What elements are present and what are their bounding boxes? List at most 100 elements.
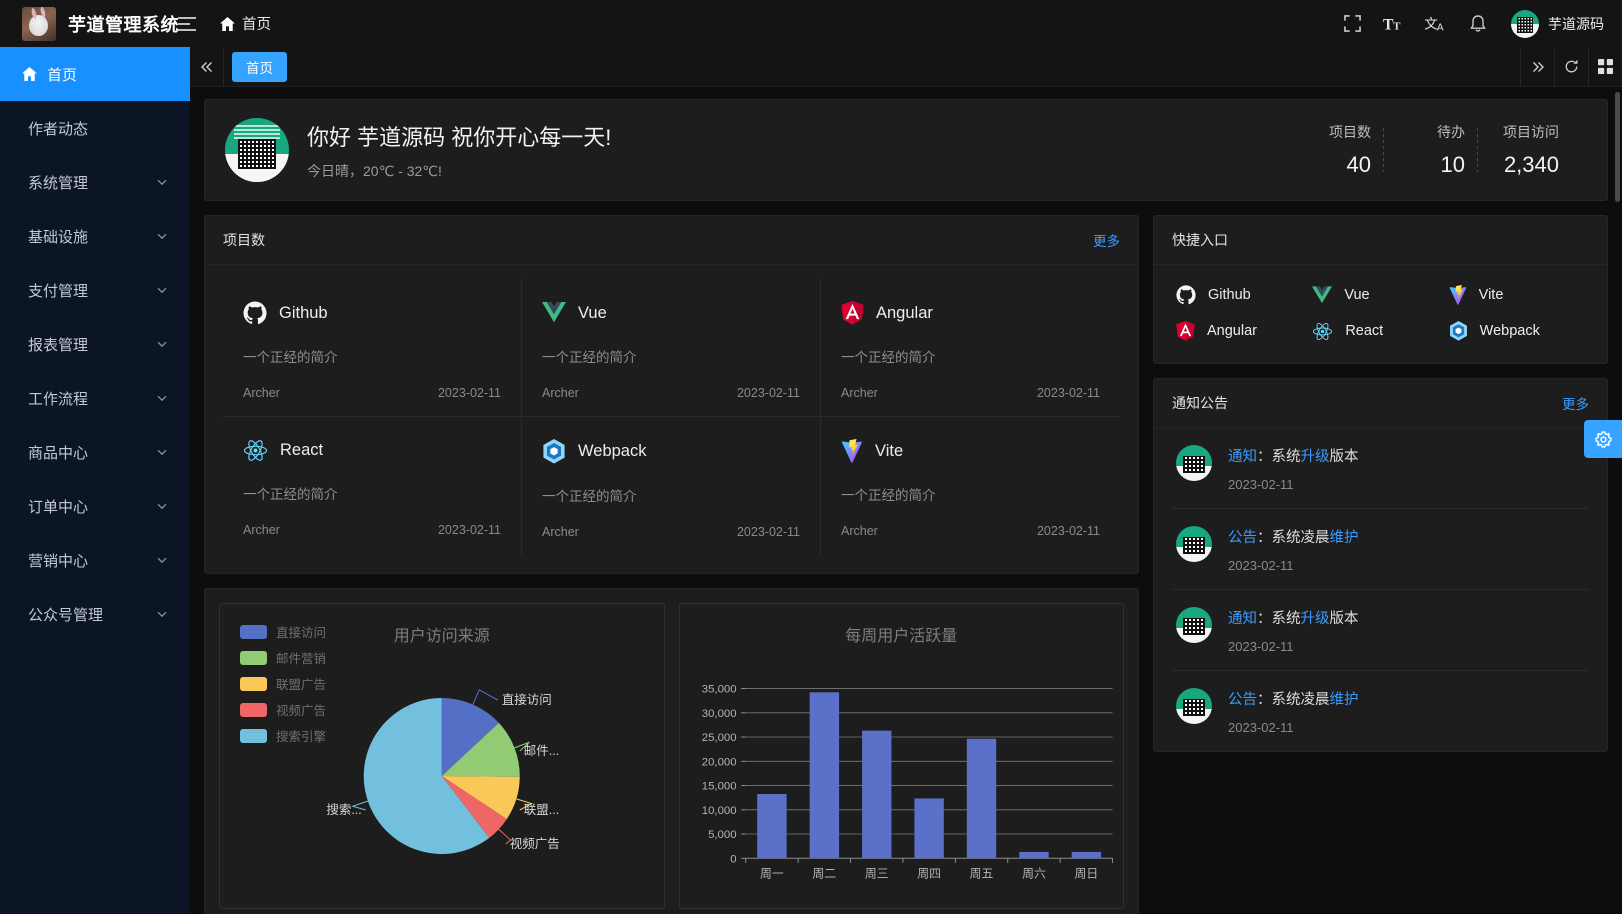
notice-item[interactable]: 公告：系统凌晨维护 2023-02-11 [1172, 509, 1589, 590]
pie-slice[interactable] [441, 776, 507, 838]
notice-text-a: 系统凌晨 [1271, 530, 1330, 546]
bar[interactable] [1018, 851, 1049, 859]
bar[interactable] [1071, 851, 1101, 859]
notice-item[interactable]: 公告：系统凌晨维护 2023-02-11 [1172, 671, 1589, 751]
weather-text: 今日晴，20℃ - 32℃! [307, 162, 442, 179]
gear-icon [1594, 430, 1612, 448]
sidebar-item-author-news[interactable]: 作者动态 [0, 101, 190, 155]
sidebar-item-product-center[interactable]: 商品中心 [0, 425, 190, 479]
github-icon [1176, 285, 1196, 305]
notice-text-b: 版本 [1329, 449, 1359, 465]
sidebar-item-infrastructure[interactable]: 基础设施 [0, 209, 190, 263]
page-scroll-area[interactable]: 你好 芋道源码 祝你开心每一天! 今日晴，20℃ - 32℃! 项目数 40 待… [190, 87, 1622, 914]
notices-card: 通知公告 更多 通知：系统升级版本 [1153, 378, 1608, 752]
project-card-webpack[interactable]: Webpack 一个正经的简介 Archer 2023-02-11 [522, 417, 821, 555]
legend-item[interactable]: 视频广告 [240, 700, 326, 719]
projects-more-link[interactable]: 更多 [1093, 234, 1120, 249]
user-name: 芋道源码 [1548, 15, 1604, 32]
bar[interactable] [809, 692, 839, 859]
project-date: 2023-02-11 [437, 386, 501, 400]
bar[interactable] [966, 738, 996, 859]
project-card-vite[interactable]: Vite 一个正经的简介 Archer 2023-02-11 [821, 417, 1120, 555]
chevron-down-icon [157, 395, 167, 402]
grid-layout-icon[interactable] [1588, 47, 1622, 86]
pie-chart-canvas[interactable]: 直接访问邮件...联盟...视频广告搜索... [220, 604, 664, 910]
legend-item[interactable]: 搜索引擎 [240, 726, 326, 745]
pie-slice[interactable] [441, 698, 499, 776]
chevron-down-icon [157, 557, 167, 564]
notice-title[interactable]: 公告：系统凌晨维护 [1228, 688, 1359, 709]
user-menu[interactable]: 芋道源码 [1511, 9, 1604, 38]
bar[interactable] [861, 730, 891, 859]
brand[interactable]: 芋道管理系统 [0, 6, 179, 41]
sidebar-item-report[interactable]: 报表管理 [0, 317, 190, 371]
legend-item[interactable]: 联盟广告 [240, 674, 326, 693]
double-chevron-right-icon[interactable] [1520, 47, 1554, 86]
bar-chart-panel: 每周用户活跃量 0 5,000 10,000 15,000 20,000 25,000 30… [678, 603, 1124, 910]
welcome-banner: 你好 芋道源码 祝你开心每一天! 今日晴，20℃ - 32℃! 项目数 40 待… [204, 99, 1608, 201]
project-desc: 一个正经的简介 [243, 350, 338, 365]
translate-icon[interactable]: 文 A [1415, 0, 1457, 47]
project-card-vue[interactable]: Vue 一个正经的简介 Archer 2023-02-11 [522, 279, 821, 417]
chevron-down-icon [157, 287, 167, 294]
bar[interactable] [913, 798, 944, 859]
refresh-icon[interactable] [1554, 47, 1588, 86]
vite-icon [1449, 285, 1466, 305]
sidebar-item-system[interactable]: 系统管理 [0, 155, 190, 209]
sidebar-item-label: 工作流程 [28, 390, 89, 408]
project-date: 2023-02-11 [1036, 524, 1100, 538]
pie-slice[interactable] [441, 722, 520, 777]
notices-title: 通知公告 [1172, 395, 1228, 411]
page-scrollbar[interactable] [1615, 92, 1620, 202]
bar-chart-canvas[interactable]: 0 5,000 10,000 15,000 20,000 25,000 30,000 35,0… [680, 604, 1124, 910]
project-card-react[interactable]: React 一个正经的简介 Archer 2023-02-11 [223, 417, 522, 555]
x-tick-label: 周二 [812, 866, 836, 880]
bar[interactable] [756, 794, 787, 859]
fullscreen-icon[interactable] [1331, 0, 1373, 47]
project-author: Archer [841, 386, 878, 400]
greeting-text: 你好 芋道源码 祝你开心每一天! [307, 124, 612, 150]
quick-entry-vue[interactable]: Vue [1312, 285, 1448, 305]
quick-entry-vite[interactable]: Vite [1449, 285, 1585, 305]
double-chevron-left-icon[interactable] [190, 47, 224, 86]
sidebar-item-payment[interactable]: 支付管理 [0, 263, 190, 317]
sidebar-item-mp-management[interactable]: 公众号管理 [0, 587, 190, 641]
breadcrumb[interactable]: 首页 [220, 13, 271, 34]
sidebar-item-label: 首页 [47, 66, 78, 84]
quick-entry-webpack[interactable]: Webpack [1449, 321, 1585, 341]
quick-entry-angular[interactable]: Angular [1176, 321, 1312, 341]
legend-label: 搜索引擎 [276, 730, 327, 744]
notice-title[interactable]: 公告：系统凌晨维护 [1228, 526, 1359, 547]
notice-highlight: 升级 [1300, 611, 1330, 627]
notice-title[interactable]: 通知：系统升级版本 [1228, 607, 1359, 628]
sidebar-item-marketing-center[interactable]: 营销中心 [0, 533, 190, 587]
pie-slice[interactable] [363, 698, 490, 854]
settings-fab-button[interactable] [1584, 420, 1622, 458]
breadcrumb-home-label: 首页 [242, 17, 271, 33]
notice-title[interactable]: 通知：系统升级版本 [1228, 445, 1359, 466]
sidebar-item-home[interactable]: 首页 [0, 47, 190, 101]
hamburger-icon[interactable] [168, 16, 206, 31]
quick-entry-label: Angular [1207, 323, 1257, 339]
legend-item[interactable]: 直接访问 [240, 622, 326, 641]
notices-more-link[interactable]: 更多 [1562, 397, 1589, 412]
notice-item[interactable]: 通知：系统升级版本 2023-02-11 [1172, 428, 1589, 509]
notice-sep: ： [1257, 530, 1272, 546]
sidebar-item-label: 商品中心 [28, 444, 89, 462]
sidebar-item-workflow[interactable]: 工作流程 [0, 371, 190, 425]
notice-item[interactable]: 通知：系统升级版本 2023-02-11 [1172, 590, 1589, 671]
pie-label-leader [472, 689, 498, 705]
stat-visits: 项目访问 2,340 [1477, 122, 1571, 178]
tab-home[interactable]: 首页 [232, 51, 287, 82]
legend-item[interactable]: 邮件营销 [240, 648, 326, 667]
project-name: Github [279, 303, 328, 322]
project-card-github[interactable]: Github 一个正经的简介 Archer 2023-02-11 [223, 279, 522, 417]
project-card-angular[interactable]: Angular 一个正经的简介 Archer 2023-02-11 [821, 279, 1120, 417]
bell-icon[interactable] [1457, 0, 1499, 47]
pie-slice[interactable] [441, 776, 520, 820]
sidebar-item-order-center[interactable]: 订单中心 [0, 479, 190, 533]
notice-kind: 通知 [1228, 611, 1257, 627]
quick-entry-react[interactable]: React [1312, 321, 1448, 341]
quick-entry-github[interactable]: Github [1176, 285, 1312, 305]
font-size-icon[interactable]: T T [1373, 0, 1415, 47]
